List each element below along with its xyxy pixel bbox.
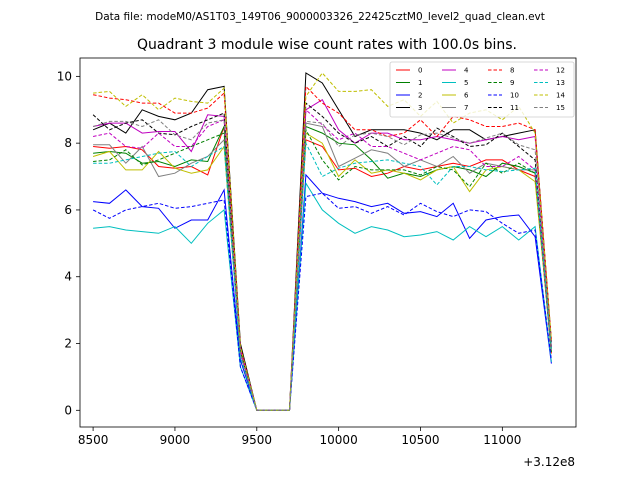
series-line-1 (93, 124, 552, 411)
series-line-0 (93, 126, 552, 411)
legend-label-0: 0 (418, 67, 422, 75)
legend-label-11: 11 (510, 104, 519, 112)
series-line-7 (93, 122, 552, 411)
series-line-10 (92, 192, 552, 411)
series-line-12 (92, 108, 552, 411)
legend (389, 61, 575, 118)
y-tick-label: 8 (64, 136, 72, 150)
series-line-8 (92, 85, 552, 411)
legend-label-14: 14 (556, 92, 565, 100)
x-axis-offset-label: +3.12e8 (523, 455, 575, 469)
y-tick-label: 0 (64, 403, 72, 417)
chart-suptitle: Data file: modeM0/AS1T03_149T06_90000033… (95, 11, 545, 23)
y-tick-label: 10 (57, 69, 72, 83)
chart-title: Quadrant 3 module wise count rates with … (137, 37, 517, 53)
legend-label-5: 5 (464, 79, 468, 87)
series-line-4 (92, 98, 552, 411)
series-line-3 (92, 72, 552, 411)
legend-label-9: 9 (510, 79, 514, 87)
legend-label-4: 4 (464, 67, 469, 75)
x-tick-label: 9500 (242, 433, 273, 447)
legend-label-13: 13 (556, 79, 565, 87)
legend-label-8: 8 (510, 67, 514, 75)
legend-label-2: 2 (418, 92, 422, 100)
y-tick-label: 6 (64, 203, 72, 217)
series-line-6 (92, 132, 552, 411)
legend-label-15: 15 (556, 104, 565, 112)
series-line-15 (92, 119, 552, 411)
x-tick-label: 8500 (78, 433, 109, 447)
plot-frame (79, 57, 577, 428)
series-line-11 (92, 102, 552, 411)
legend-label-3: 3 (418, 104, 422, 112)
y-tick-label: 2 (64, 337, 72, 351)
legend-label-10: 10 (510, 92, 519, 100)
x-tick-label: 11000 (483, 433, 521, 447)
legend-label-6: 6 (464, 92, 469, 100)
legend-label-12: 12 (556, 67, 565, 75)
series-line-5 (93, 181, 552, 411)
x-tick-label: 10500 (401, 433, 439, 447)
x-tick-label: 9000 (160, 433, 191, 447)
y-tick-label: 4 (64, 270, 72, 284)
series-line-13 (93, 141, 552, 411)
series-line-2 (93, 173, 552, 411)
legend-label-7: 7 (464, 104, 468, 112)
x-tick-label: 10000 (320, 433, 358, 447)
series-line-14 (93, 72, 552, 411)
series-line-9 (93, 128, 552, 411)
legend-label-1: 1 (418, 79, 422, 87)
